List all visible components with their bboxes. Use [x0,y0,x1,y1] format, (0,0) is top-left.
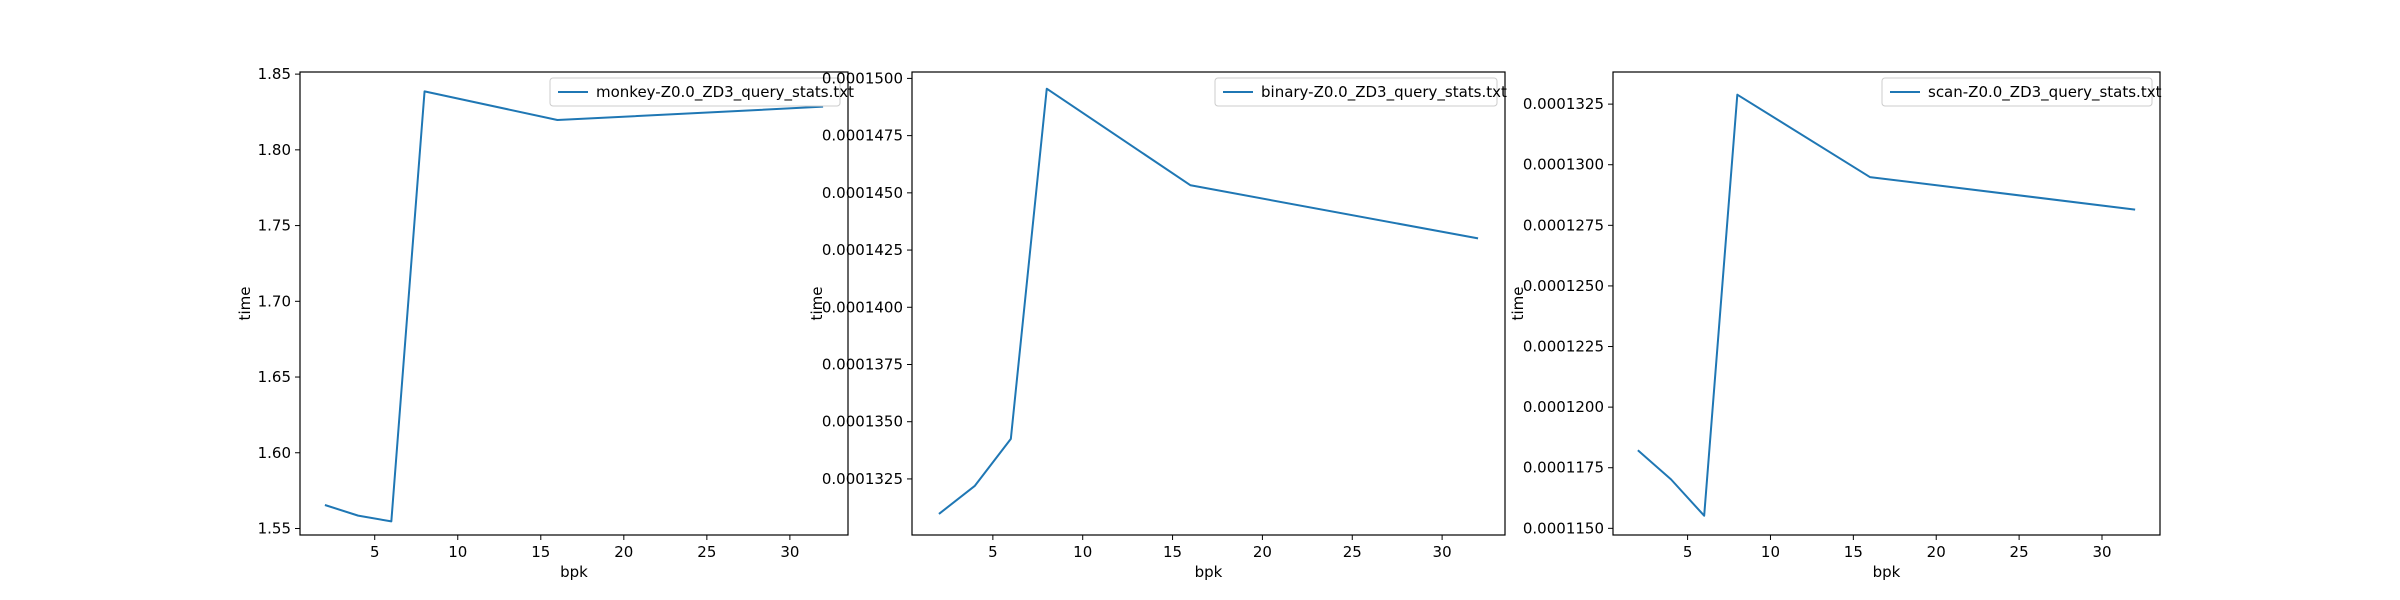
x-axis-label: bpk [1873,563,1901,581]
chart-panel-2: 5 10 15 20 25 30 0.0001325 0.0001350 0.0001375 0.… [808,69,1507,581]
plot-frame [911,71,1506,536]
series-line [324,90,824,523]
y-tick-label: 0.0001150 [1523,519,1604,537]
y-tick-label: 1.75 [258,217,291,235]
x-tick-label: 5 [370,543,380,561]
x-tick-label: 20 [614,543,633,561]
series-line [938,87,1479,515]
y-tick-label: 1.60 [258,444,291,462]
legend-label: monkey-Z0.0_ZD3_query_stats.txt [596,83,854,102]
x-tick-label: 15 [1163,543,1182,561]
x-tick-label: 30 [1433,543,1452,561]
y-tick-label: 1.65 [258,368,291,386]
x-tick-label: 20 [1253,543,1272,561]
chart-panel-1: 5 10 15 20 25 30 1.55 1.60 1.65 1.70 1.75 1.80 1.85 b… [236,65,854,581]
y-tick-label: 0.0001500 [822,69,903,87]
y-tick-label: 1.85 [258,65,291,83]
x-tick-label: 25 [697,543,716,561]
x-axis-label: bpk [1195,563,1223,581]
y-tick-label: 0.0001350 [822,413,903,431]
x-tick-label: 25 [2010,543,2029,561]
x-tick-label: 10 [1073,543,1092,561]
y-tick-label: 0.0001225 [1523,338,1604,356]
y-tick-label: 0.0001200 [1523,398,1604,416]
y-tick-label: 0.0001450 [822,184,903,202]
legend-label: binary-Z0.0_ZD3_query_stats.txt [1261,83,1507,102]
y-tick-label: 1.55 [258,519,291,537]
x-tick-label: 10 [1761,543,1780,561]
y-tick-label: 0.0001275 [1523,216,1604,234]
legend-label: scan-Z0.0_ZD3_query_stats.txt [1928,83,2162,102]
x-tick-label: 30 [780,543,799,561]
x-tick-label: 15 [531,543,550,561]
x-tick-label: 15 [1844,543,1863,561]
plot-frame [1612,71,2161,536]
x-tick-label: 10 [448,543,467,561]
x-tick-label: 25 [1343,543,1362,561]
y-tick-label: 0.0001400 [822,298,903,316]
x-tick-label: 5 [1683,543,1693,561]
x-tick-label: 5 [988,543,998,561]
legend-box [1214,77,1498,107]
legend-box [1881,77,2153,107]
x-tick-label: 20 [1927,543,1946,561]
y-tick-label: 0.0001300 [1523,156,1604,174]
y-tick-label: 0.0001325 [822,470,903,488]
y-tick-label: 0.0001325 [1523,95,1604,113]
y-tick-label: 0.0001375 [822,355,903,373]
legend: monkey-Z0.0_ZD3_query_stats.txt [549,77,854,107]
legend: binary-Z0.0_ZD3_query_stats.txt [1214,77,1507,107]
y-tick-label: 0.0001475 [822,127,903,145]
legend: scan-Z0.0_ZD3_query_stats.txt [1881,77,2162,107]
y-axis-label: time [808,287,826,321]
y-axis-label: time [1509,287,1527,321]
y-axis-label: time [236,287,254,321]
plot-frame [299,71,849,536]
x-axis-label: bpk [560,563,588,581]
y-tick-label: 0.0001425 [822,241,903,259]
y-tick-label: 1.70 [258,292,291,310]
series-line [1637,93,2136,517]
chart-panel-3: 5 10 15 20 25 30 0.0001150 0.0001175 0.0001200 0.… [1509,71,2162,581]
x-tick-label: 30 [2092,543,2111,561]
y-tick-label: 1.80 [258,141,291,159]
y-tick-label: 0.0001175 [1523,459,1604,477]
legend-box [549,77,841,107]
y-tick-label: 0.0001250 [1523,277,1604,295]
